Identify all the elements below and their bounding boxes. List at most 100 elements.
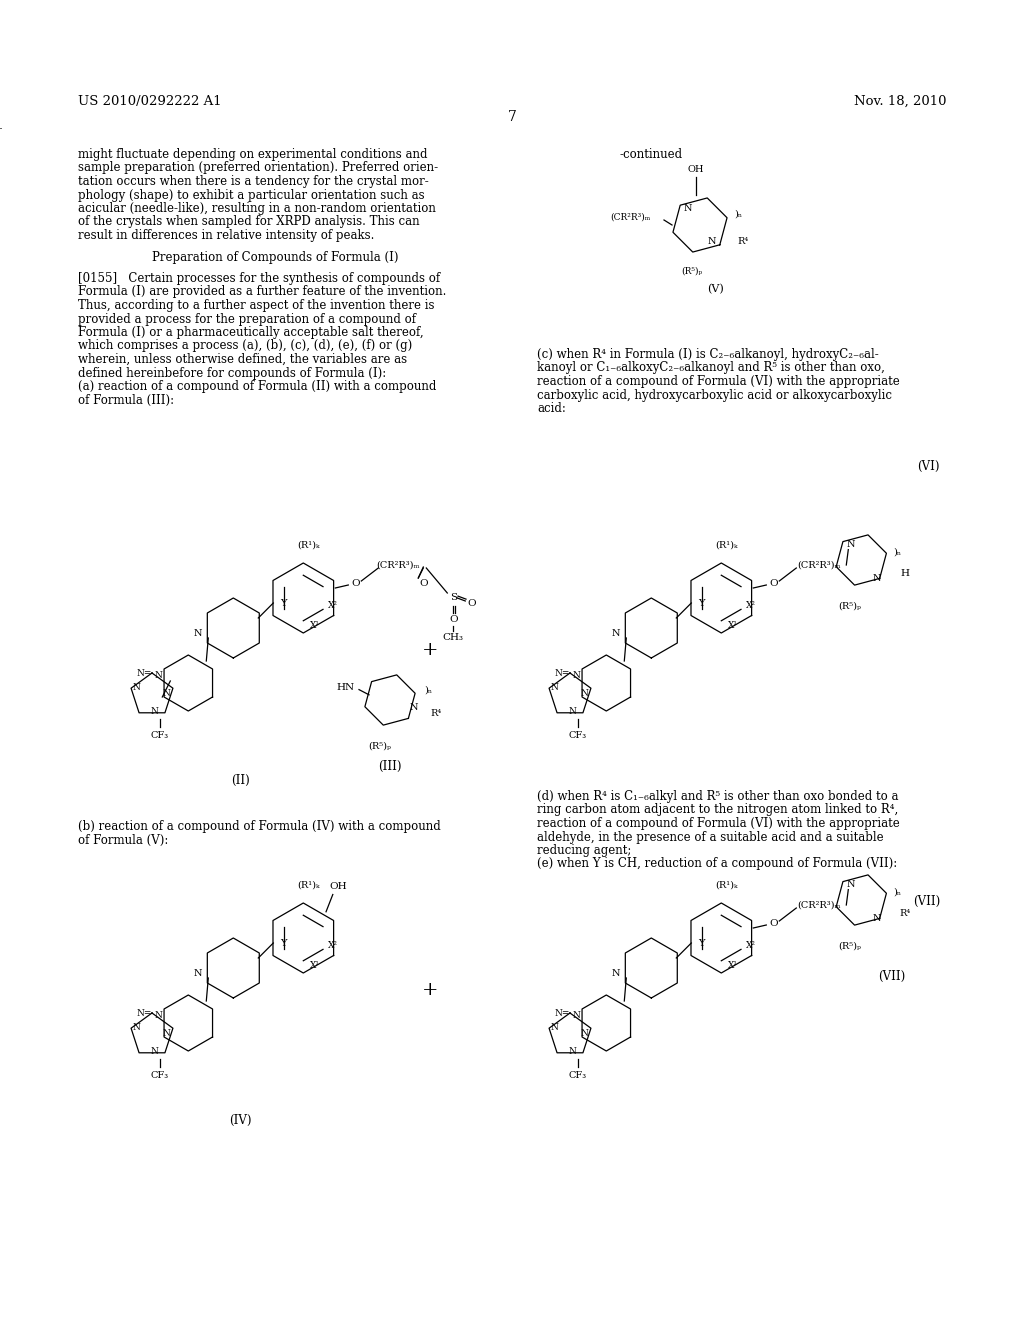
Text: of the crystals when sampled for XRPD analysis. This can: of the crystals when sampled for XRPD an… (78, 215, 420, 228)
Text: reaction of a compound of Formula (VI) with the appropriate: reaction of a compound of Formula (VI) w… (537, 375, 900, 388)
Text: (R¹)ₖ: (R¹)ₖ (297, 880, 319, 890)
Text: N: N (155, 671, 162, 680)
Text: +: + (422, 642, 438, 659)
Text: O: O (467, 598, 475, 607)
Text: reaction of a compound of Formula (VI) with the appropriate: reaction of a compound of Formula (VI) w… (537, 817, 900, 830)
Text: aldehyde, in the presence of a suitable acid and a suitable: aldehyde, in the presence of a suitable … (537, 830, 884, 843)
Text: N: N (612, 969, 621, 978)
Text: acid:: acid: (537, 403, 566, 414)
Text: (CR²R³)ₘ: (CR²R³)ₘ (798, 900, 841, 909)
Text: N=: N= (136, 668, 152, 677)
Text: -continued: -continued (620, 148, 683, 161)
Text: (VII): (VII) (912, 895, 940, 908)
Text: X¹: X¹ (728, 622, 738, 631)
Text: S: S (450, 594, 457, 602)
Text: sample preparation (preferred orientation). Preferred orien-: sample preparation (preferred orientatio… (78, 161, 438, 174)
Text: 7: 7 (508, 110, 516, 124)
Text: N: N (163, 1028, 170, 1038)
Text: H: H (901, 569, 909, 578)
Text: [0155]   Certain processes for the synthesis of compounds of: [0155] Certain processes for the synthes… (78, 272, 440, 285)
Text: N: N (872, 574, 881, 582)
Text: (II): (II) (230, 774, 250, 787)
Text: ring carbon atom adjacent to the nitrogen atom linked to R⁴,: ring carbon atom adjacent to the nitroge… (537, 804, 898, 817)
Text: Formula (I) are provided as a further feature of the invention.: Formula (I) are provided as a further fe… (78, 285, 446, 298)
Text: Y: Y (280, 939, 287, 948)
Text: of Formula (III):: of Formula (III): (78, 393, 174, 407)
Text: Thus, according to a further aspect of the invention there is: Thus, according to a further aspect of t… (78, 300, 434, 312)
Text: provided a process for the preparation of a compound of: provided a process for the preparation o… (78, 313, 416, 326)
Text: +: + (422, 981, 438, 999)
Text: Y: Y (280, 598, 287, 607)
Text: (R¹)ₖ: (R¹)ₖ (715, 880, 737, 890)
Text: CH₃: CH₃ (442, 634, 464, 643)
Text: N: N (410, 704, 418, 713)
Text: carboxylic acid, hydroxycarboxylic acid or alkoxycarboxylic: carboxylic acid, hydroxycarboxylic acid … (537, 388, 892, 401)
Text: X¹: X¹ (728, 961, 738, 970)
Text: )ₙ: )ₙ (734, 210, 742, 218)
Text: N: N (195, 969, 203, 978)
Text: N: N (581, 1028, 588, 1038)
Text: kanoyl or C₁₋₆alkoxyC₂₋₆alkanoyl and R⁵ is other than oxo,: kanoyl or C₁₋₆alkoxyC₂₋₆alkanoyl and R⁵ … (537, 362, 885, 375)
Text: N: N (550, 682, 558, 692)
Text: N: N (550, 1023, 558, 1031)
Text: R⁴: R⁴ (737, 238, 749, 247)
Text: which comprises a process (a), (b), (c), (d), (e), (f) or (g): which comprises a process (a), (b), (c),… (78, 339, 413, 352)
Text: tation occurs when there is a tendency for the crystal mor-: tation occurs when there is a tendency f… (78, 176, 429, 187)
Text: CF₃: CF₃ (151, 730, 169, 739)
Text: N=: N= (554, 1008, 569, 1018)
Text: (d) when R⁴ is C₁₋₆alkyl and R⁵ is other than oxo bonded to a: (d) when R⁴ is C₁₋₆alkyl and R⁵ is other… (537, 789, 898, 803)
Text: X²: X² (746, 602, 757, 610)
Text: (IV): (IV) (228, 1114, 251, 1126)
Text: wherein, unless otherwise defined, the variables are as: wherein, unless otherwise defined, the v… (78, 352, 408, 366)
Text: (III): (III) (378, 759, 401, 772)
Text: (CR²R³)ₘ: (CR²R³)ₘ (610, 213, 650, 222)
Text: (VI): (VI) (918, 459, 940, 473)
Text: (R⁵)ₚ: (R⁵)ₚ (838, 602, 861, 610)
Text: R⁴: R⁴ (430, 709, 441, 718)
Text: (CR²R³)ₘ: (CR²R³)ₘ (377, 561, 420, 569)
Text: N: N (155, 1011, 162, 1019)
Text: N: N (151, 1047, 158, 1056)
Text: CF₃: CF₃ (569, 1071, 587, 1080)
Text: X¹: X¹ (310, 622, 321, 631)
Text: N: N (684, 203, 692, 213)
Text: might fluctuate depending on experimental conditions and: might fluctuate depending on experimenta… (78, 148, 427, 161)
Text: N: N (572, 1011, 581, 1019)
Text: N: N (708, 238, 716, 247)
Text: X¹: X¹ (310, 961, 321, 970)
Text: (R¹)ₖ: (R¹)ₖ (715, 540, 737, 549)
Text: N: N (572, 671, 581, 680)
Text: CF₃: CF₃ (151, 1071, 169, 1080)
Text: R⁴: R⁴ (900, 908, 911, 917)
Text: X²: X² (329, 941, 338, 950)
Text: Preparation of Compounds of Formula (I): Preparation of Compounds of Formula (I) (152, 251, 398, 264)
Text: N=: N= (136, 1008, 152, 1018)
Text: (b) reaction of a compound of Formula (IV) with a compound: (b) reaction of a compound of Formula (I… (78, 820, 440, 833)
Text: (R⁵)ₚ: (R⁵)ₚ (681, 267, 702, 276)
Text: X²: X² (746, 941, 757, 950)
Text: O: O (769, 578, 777, 587)
Text: N: N (151, 706, 158, 715)
Text: OH: OH (329, 882, 346, 891)
Text: N: N (195, 628, 203, 638)
Text: )ₙ: )ₙ (424, 685, 432, 694)
Text: OH: OH (688, 165, 705, 173)
Text: CF₃: CF₃ (569, 730, 587, 739)
Text: )ₙ: )ₙ (893, 548, 901, 557)
Text: acicular (needle-like), resulting in a non-random orientation: acicular (needle-like), resulting in a n… (78, 202, 436, 215)
Text: N: N (581, 689, 588, 697)
Text: N: N (132, 682, 140, 692)
Text: N: N (163, 689, 170, 697)
Text: N: N (872, 913, 881, 923)
Text: Y: Y (698, 939, 705, 948)
Text: Y: Y (698, 598, 705, 607)
Text: (a) reaction of a compound of Formula (II) with a compound: (a) reaction of a compound of Formula (I… (78, 380, 436, 393)
Text: X²: X² (329, 602, 338, 610)
Text: phology (shape) to exhibit a particular orientation such as: phology (shape) to exhibit a particular … (78, 189, 425, 202)
Text: HN: HN (337, 682, 355, 692)
Text: N: N (568, 706, 575, 715)
Text: N: N (568, 1047, 575, 1056)
Text: (R⁵)ₚ: (R⁵)ₚ (369, 742, 391, 751)
Text: O: O (419, 578, 428, 587)
Text: N: N (847, 880, 855, 888)
